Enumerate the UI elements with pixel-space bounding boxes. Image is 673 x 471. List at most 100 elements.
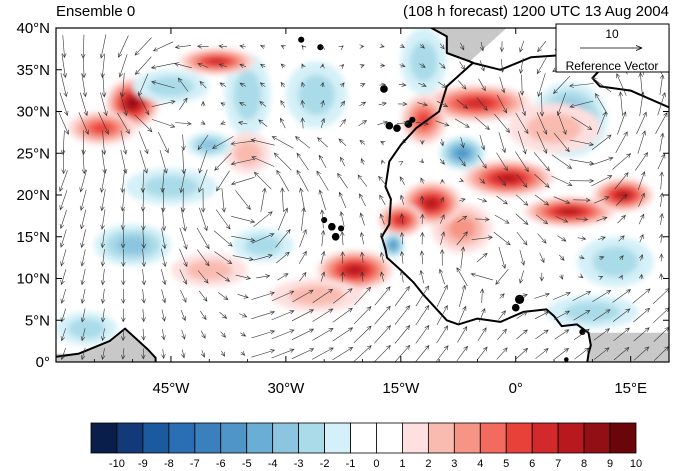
wind-vector-145 — [470, 272, 493, 281]
wind-vector-367 — [569, 139, 595, 147]
wind-vector-380 — [220, 120, 226, 125]
lat-label-5: 15°N — [16, 229, 50, 246]
wind-vector-350 — [230, 140, 255, 146]
colorbar-swatch-2 — [142, 422, 170, 454]
wind-vector-121 — [612, 289, 632, 303]
wind-vector-89 — [593, 309, 611, 322]
colorbar-swatch-15 — [479, 422, 507, 454]
wind-vector-101 — [218, 292, 229, 301]
wind-vector-258 — [260, 187, 267, 212]
wind-vector-415 — [300, 99, 305, 108]
wind-vector-277 — [638, 192, 645, 207]
wind-vector-513 — [399, 43, 405, 48]
wind-vector-503 — [196, 44, 209, 49]
wind-vector-424 — [476, 97, 488, 111]
wind-vector-387 — [358, 120, 368, 127]
colorbar-label-14: 4 — [477, 458, 483, 470]
lat-label-3: 25°N — [16, 145, 50, 162]
wind-vector-483 — [419, 63, 426, 68]
wind-vector-266 — [420, 195, 425, 204]
wind-vector-2 — [101, 347, 106, 360]
colorbar-swatch-0 — [90, 422, 118, 454]
wind-vector-150 — [578, 273, 584, 279]
wind-vector-18 — [415, 344, 430, 362]
lon-label-2: 15°W — [382, 380, 420, 397]
wind-vector-298 — [440, 178, 445, 184]
wind-vector-216 — [659, 233, 664, 243]
wind-vector-418 — [359, 101, 367, 107]
anomaly-blob-23-ring-2 — [244, 235, 282, 256]
colorbar-swatch-20 — [609, 422, 637, 454]
wind-vector-62 — [60, 308, 66, 323]
wind-vector-199 — [320, 229, 326, 247]
wind-vector-458 — [537, 73, 546, 97]
anomaly-blob-4-ring-2 — [233, 69, 262, 120]
wind-vector-322 — [296, 152, 309, 171]
wind-vector-427 — [539, 91, 545, 117]
wind-vector-454 — [457, 80, 467, 90]
wind-vector-151 — [598, 275, 604, 280]
colorbar-swatch-7 — [272, 422, 300, 454]
anomaly-blob-12-ring-2 — [410, 41, 438, 82]
wind-vector-119 — [572, 291, 592, 301]
wind-vector-183 — [618, 255, 624, 261]
wind-vector-254 — [180, 187, 186, 213]
wind-vector-321 — [273, 152, 292, 171]
wind-vector-115 — [499, 293, 505, 299]
wind-vector-260 — [299, 187, 306, 212]
wind-vector-511 — [359, 44, 365, 49]
wind-vector-103 — [251, 291, 275, 300]
wind-vector-226 — [231, 216, 256, 224]
wind-vector-189 — [120, 228, 126, 249]
colorbar-label-8: -2 — [320, 458, 330, 470]
wind-vector-255 — [200, 187, 206, 213]
island-12 — [511, 303, 520, 312]
wind-vector-252 — [140, 188, 146, 212]
colorbar-label-2: -8 — [164, 458, 174, 470]
wind-vector-290 — [276, 169, 290, 192]
wind-vector-209 — [516, 231, 528, 246]
wind-vector-196 — [251, 233, 275, 244]
wind-vector-295 — [378, 175, 387, 186]
wind-vector-54 — [516, 329, 528, 340]
wind-vector-225 — [215, 209, 231, 230]
wind-vector-27 — [594, 347, 610, 360]
wind-vector-39 — [220, 331, 226, 338]
lat-label-0: 40°N — [16, 20, 50, 37]
wind-vector-508 — [301, 44, 307, 50]
wind-vector-337 — [590, 156, 614, 166]
anomaly-blob-9-ring-7 — [347, 266, 363, 275]
wind-vector-423 — [456, 99, 469, 109]
wind-vector-417 — [340, 100, 346, 107]
wind-vector-59 — [613, 327, 630, 342]
wind-vector-73 — [271, 310, 295, 321]
colorbar-swatch-16 — [505, 422, 533, 454]
wind-vector-176 — [476, 252, 488, 263]
colorbar-label-4: -6 — [216, 458, 226, 470]
wind-vector-371 — [659, 132, 665, 152]
lat-label-8: 0° — [36, 354, 50, 371]
wind-vector-442 — [219, 82, 227, 87]
land-mask-2 — [587, 332, 669, 362]
wind-vector-218 — [80, 209, 87, 230]
wind-vector-374 — [98, 112, 109, 135]
wind-vector-171 — [379, 251, 385, 263]
wind-vector-421 — [417, 102, 428, 107]
wind-vector-92 — [653, 307, 669, 323]
wind-vector-51 — [457, 326, 468, 343]
wind-vector-111 — [415, 285, 430, 307]
wind-vector-309 — [659, 171, 664, 190]
wind-vector-486 — [479, 60, 485, 72]
wind-vector-420 — [397, 101, 408, 107]
wind-vector-224 — [199, 207, 208, 232]
wind-vector-246 — [638, 213, 645, 225]
wind-vector-238 — [474, 217, 490, 222]
wind-vector-341 — [60, 130, 66, 156]
wind-vector-358 — [400, 139, 407, 144]
wind-vector-0 — [60, 347, 66, 361]
wind-vector-65 — [121, 308, 126, 323]
wind-vector-154 — [659, 273, 664, 280]
wind-vector-109 — [374, 286, 391, 306]
wind-vector-173 — [419, 250, 425, 265]
lat-label-2: 30°N — [16, 104, 50, 121]
